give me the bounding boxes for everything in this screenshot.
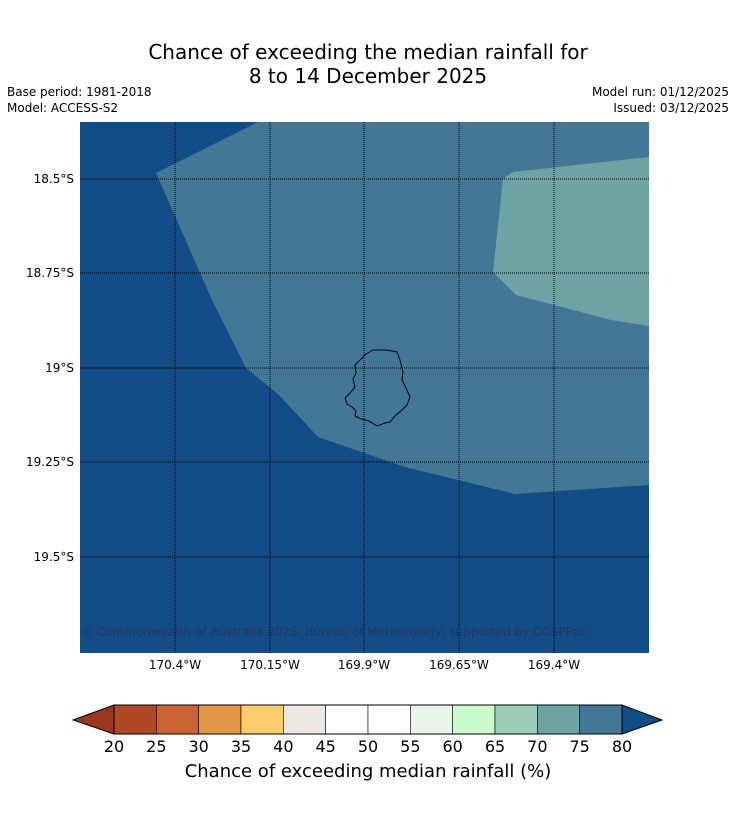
colorbar-cells [113, 704, 623, 735]
colorbar-under-arrow [72, 704, 115, 735]
colorbar-cell-75-80 [579, 704, 623, 735]
colorbar-cell-35-40 [240, 704, 284, 735]
region-70-75 [493, 157, 649, 326]
colorbar-cell-65-70 [494, 704, 538, 735]
graticule [80, 122, 649, 653]
lat-label-19-5: 19.5°S [33, 550, 74, 564]
colorbar-cell-55-60 [410, 704, 453, 735]
colorbar [72, 704, 664, 735]
colorbar-cell-60-65 [452, 704, 496, 735]
island-outline [344, 349, 411, 427]
base-period-label: Base period: 1981-2018 [7, 85, 152, 99]
issued-label: Issued: 03/12/2025 [613, 101, 729, 115]
colorbar-tick-40: 40 [273, 737, 294, 756]
rainfall-map: © Commonwealth of Australia 2025, Bureau… [80, 122, 649, 653]
colorbar-tick-25: 25 [146, 737, 167, 756]
colorbar-tick-60: 60 [442, 737, 463, 756]
lon-label-169-65: 169.65°W [429, 658, 489, 672]
model-label: Model: ACCESS-S2 [7, 101, 119, 115]
chart-title-line2: 8 to 14 December 2025 [248, 64, 488, 88]
colorbar-cell-45-50 [325, 704, 369, 735]
lon-label-170-15: 170.15°W [240, 658, 300, 672]
colorbar-cell-40-45 [283, 704, 326, 735]
colorbar-tick-70: 70 [527, 737, 548, 756]
colorbar-label: Chance of exceeding median rainfall (%) [184, 761, 552, 782]
colorbar-tick-65: 65 [484, 737, 506, 756]
chart-title-line1: Chance of exceeding the median rainfall … [148, 40, 588, 64]
colorbar-cell-20-25 [113, 704, 157, 735]
colorbar-tick-75: 75 [569, 737, 590, 756]
colorbar-tick-30: 30 [188, 737, 209, 756]
colorbar-cell-50-55 [367, 704, 411, 735]
lon-label-169-9: 169.9°W [337, 658, 391, 672]
colorbar-cell-30-35 [198, 704, 242, 735]
colorbar-tick-55: 55 [400, 737, 421, 756]
lon-label-170-4: 170.4°W [148, 658, 202, 672]
lat-label-19-25: 19.25°S [26, 455, 74, 469]
colorbar-tick-50: 50 [357, 737, 379, 756]
lat-label-19: 19°S [45, 361, 74, 375]
lon-label-169-4: 169.4°W [527, 658, 581, 672]
copyright-notice: © Commonwealth of Australia 2025, Bureau… [81, 625, 586, 639]
colorbar-tick-20: 20 [103, 737, 125, 756]
colorbar-cell-70-75 [537, 704, 580, 735]
colorbar-frame [113, 704, 623, 735]
colorbar-tick-45: 45 [315, 737, 336, 756]
lat-label-18-5: 18.5°S [33, 172, 74, 186]
model-run-label: Model run: 01/12/2025 [591, 85, 729, 99]
colorbar-tick-35: 35 [230, 737, 252, 756]
colorbar-tick-80: 80 [611, 737, 633, 756]
colorbar-over-arrow [621, 704, 664, 735]
lat-label-18-75: 18.75°S [26, 266, 74, 280]
colorbar-cell-25-30 [156, 704, 199, 735]
